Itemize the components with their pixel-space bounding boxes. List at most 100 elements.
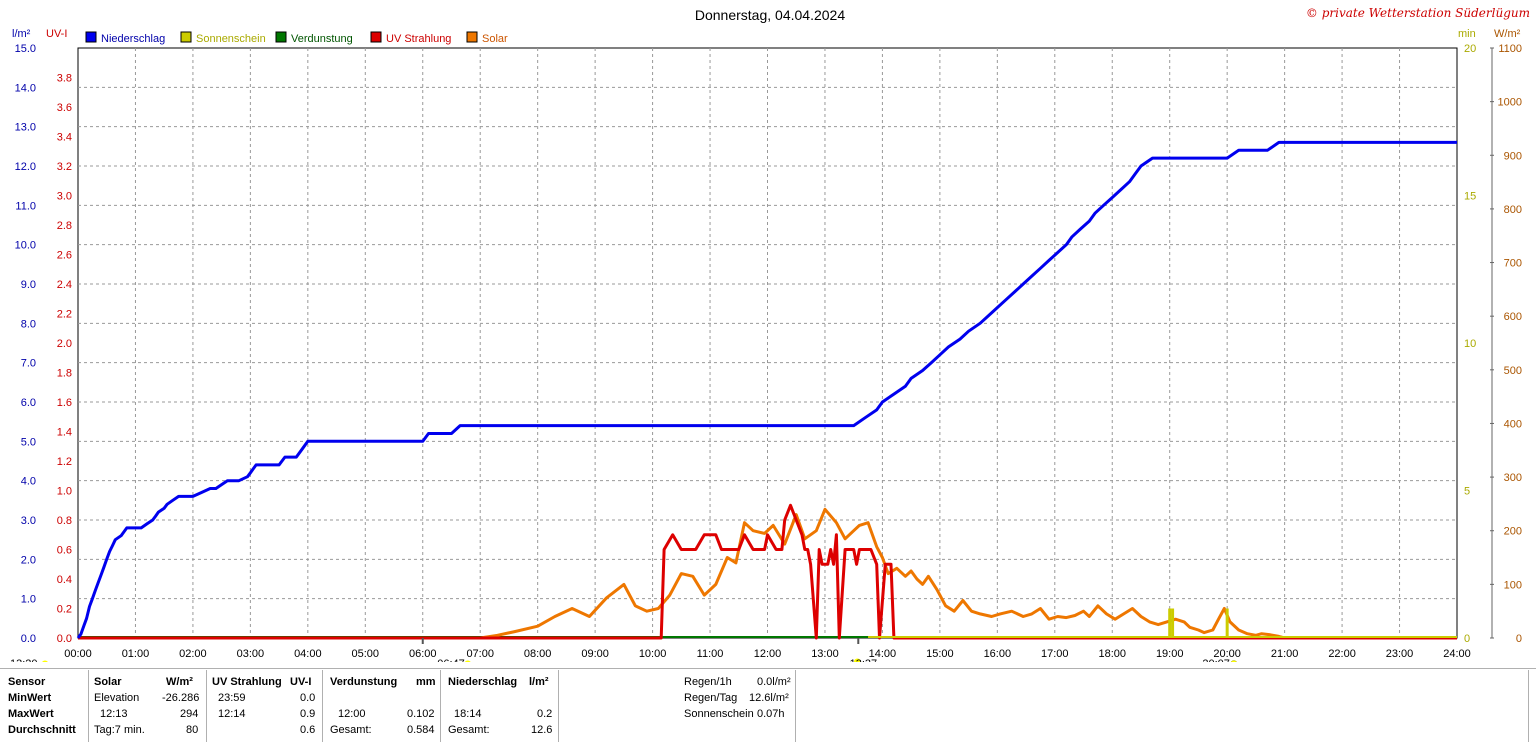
rain-axis-tick: 3.0 <box>21 515 36 527</box>
cell: 12:14 <box>218 708 246 720</box>
x-axis-tick: 08:00 <box>524 648 552 660</box>
cell: Gesamt: <box>448 724 490 736</box>
sun-axis-unit: min <box>1458 28 1476 40</box>
x-axis-tick: 03:00 <box>237 648 265 660</box>
sunrise-icon <box>464 660 471 662</box>
header-evap-unit: mm <box>416 676 436 688</box>
moon-icon <box>42 660 48 662</box>
cell: 23:59 <box>218 692 246 704</box>
header-evap: Verdunstung <box>330 676 398 688</box>
extra-value: 0.07h <box>757 708 785 720</box>
header-rain-unit: l/m² <box>529 676 549 688</box>
x-axis-tick: 04:00 <box>294 648 322 660</box>
header-uv-unit: UV-I <box>290 676 312 688</box>
legend-swatch <box>370 31 382 43</box>
extra-value: 12.6l/m² <box>749 692 789 704</box>
rain-axis-unit: l/m² <box>12 28 31 40</box>
uv-axis-tick: 1.2 <box>57 456 72 468</box>
uv-axis-tick: 1.8 <box>57 368 72 380</box>
solar-axis-tick: 900 <box>1504 150 1522 162</box>
legend-label: Verdunstung <box>291 33 353 45</box>
rain-axis-tick: 13.0 <box>15 122 36 134</box>
uv-axis-tick: 2.0 <box>57 338 72 350</box>
extra-label: Sonnenschein <box>684 708 754 720</box>
uv-axis-tick: 0.8 <box>57 515 72 527</box>
x-axis-tick: 07:00 <box>466 648 494 660</box>
tick-labels: 0.0 1.0 2.0 3.0 4.0 5.0 6.0 7.0 8.0 9.0 10.0 11.0 12… <box>15 43 1522 660</box>
solar-axis-tick: 400 <box>1504 418 1522 430</box>
x-axis-tick: 10:00 <box>639 648 667 660</box>
table-divider <box>322 670 323 742</box>
cell: 12:13 <box>100 708 128 720</box>
series-solar <box>78 507 1457 640</box>
cell: 0.0 <box>300 692 316 704</box>
solar-axis-tick: 800 <box>1504 204 1522 216</box>
x-axis-tick: 24:00 <box>1443 648 1471 660</box>
uv-axis-tick: 0.0 <box>57 633 72 645</box>
cell: 0.6 <box>300 724 316 736</box>
uv-axis-tick: 3.4 <box>57 132 72 144</box>
x-axis-tick: 14:00 <box>869 648 897 660</box>
legend-swatch <box>85 31 97 43</box>
uv-axis-tick: 0.4 <box>57 574 72 586</box>
uv-axis-tick: 1.0 <box>57 486 72 498</box>
sunshine-bar <box>1168 608 1172 638</box>
solar-noon-icon <box>853 658 861 662</box>
x-axis-tick: 16:00 <box>984 648 1012 660</box>
uv-axis-tick: 2.6 <box>57 250 72 262</box>
sunset-time: 20:07 <box>1202 658 1230 662</box>
uv-axis-tick: 1.4 <box>57 427 72 439</box>
row-label: MaxWert <box>8 708 54 720</box>
x-axis-tick: 06:00 <box>409 648 437 660</box>
uv-axis-tick: 2.4 <box>57 279 72 291</box>
series-niederschlag <box>76 140 1457 639</box>
table-divider <box>440 670 441 742</box>
moon-time: 13:20 <box>10 658 38 662</box>
legend-label: UV Strahlung <box>386 33 451 45</box>
solar-axis-tick: 300 <box>1504 472 1522 484</box>
cell: 80 <box>186 724 199 736</box>
rain-axis-tick: 12.0 <box>15 161 36 173</box>
rain-axis-tick: 6.0 <box>21 397 36 409</box>
axis-unit-labels: l/m² UV-I min W/m² <box>12 28 1521 40</box>
row-label: MinWert <box>8 692 52 704</box>
sun-markers: 13:20 06:47 13:37 20:07 <box>10 638 1238 662</box>
solar-noon-time: 13:37 <box>850 658 878 662</box>
uv-axis-tick: 2.8 <box>57 220 72 232</box>
rain-axis-tick: 9.0 <box>21 279 36 291</box>
uv-axis-unit: UV-I <box>46 28 67 40</box>
solar-axis-tick: 1100 <box>1498 43 1522 55</box>
uv-axis-tick: 3.8 <box>57 73 72 85</box>
rain-axis-tick: 15.0 <box>15 43 36 55</box>
cell: 12:00 <box>338 708 366 720</box>
legend-label: Solar <box>482 33 508 45</box>
solar-axis-tick: 0 <box>1516 633 1522 645</box>
series-uv-strahlung <box>78 503 1457 640</box>
x-axis-tick: 09:00 <box>581 648 609 660</box>
table-divider <box>795 670 796 742</box>
extra-label: Regen/1h <box>684 676 732 688</box>
sunshine-bar <box>1171 608 1175 638</box>
cell: 294 <box>180 708 199 720</box>
solar-axis-tick: 100 <box>1504 579 1522 591</box>
rain-axis-tick: 1.0 <box>21 594 36 606</box>
solar-axis-tick: 700 <box>1504 258 1522 270</box>
cell: 12.6 <box>531 724 553 736</box>
table-divider <box>558 670 559 742</box>
uv-axis-tick: 0.2 <box>57 604 72 616</box>
cell: 0.9 <box>300 708 316 720</box>
x-axis-tick: 01:00 <box>122 648 150 660</box>
grid <box>77 47 1494 639</box>
sunset-icon <box>1230 660 1238 662</box>
chart-title: Donnerstag, 04.04.2024 <box>695 7 845 23</box>
x-axis-tick: 18:00 <box>1098 648 1126 660</box>
rain-axis-tick: 0.0 <box>21 633 36 645</box>
uv-axis-tick: 3.0 <box>57 191 72 203</box>
uv-axis-tick: 3.2 <box>57 161 72 173</box>
x-axis-tick: 21:00 <box>1271 648 1299 660</box>
sun-axis-tick: 10 <box>1464 338 1476 350</box>
legend-label: Niederschlag <box>101 33 165 45</box>
cell: Elevation <box>94 692 140 704</box>
uv-axis-tick: 1.6 <box>57 397 72 409</box>
x-axis-tick: 12:00 <box>754 648 782 660</box>
